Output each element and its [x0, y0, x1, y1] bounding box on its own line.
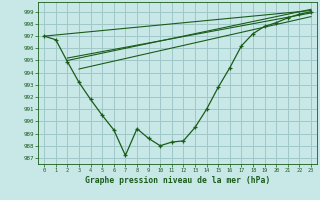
X-axis label: Graphe pression niveau de la mer (hPa): Graphe pression niveau de la mer (hPa) — [85, 176, 270, 185]
